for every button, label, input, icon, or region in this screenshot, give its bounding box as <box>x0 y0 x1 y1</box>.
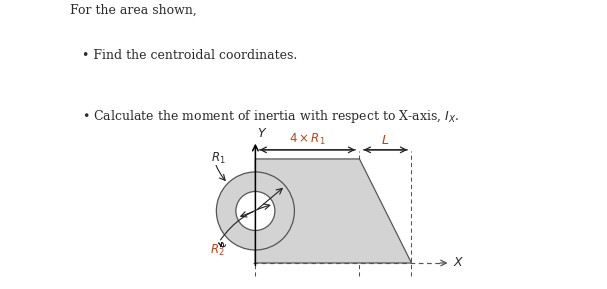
Text: $Y$: $Y$ <box>257 127 268 140</box>
Text: • Find the centroidal coordinates.: • Find the centroidal coordinates. <box>82 49 297 62</box>
Text: $R_2$: $R_2$ <box>210 242 225 257</box>
Text: • Calculate the moment of inertia with respect to X-axis, $I_X$.: • Calculate the moment of inertia with r… <box>82 108 459 125</box>
Circle shape <box>216 172 294 250</box>
Text: $L$: $L$ <box>381 134 390 147</box>
Text: For the area shown,: For the area shown, <box>70 4 197 17</box>
Text: $X$: $X$ <box>453 257 464 269</box>
Circle shape <box>236 192 275 231</box>
Text: $R_1$: $R_1$ <box>211 151 226 166</box>
Text: $4 \times R_1$: $4 \times R_1$ <box>289 132 326 147</box>
Polygon shape <box>256 159 412 263</box>
